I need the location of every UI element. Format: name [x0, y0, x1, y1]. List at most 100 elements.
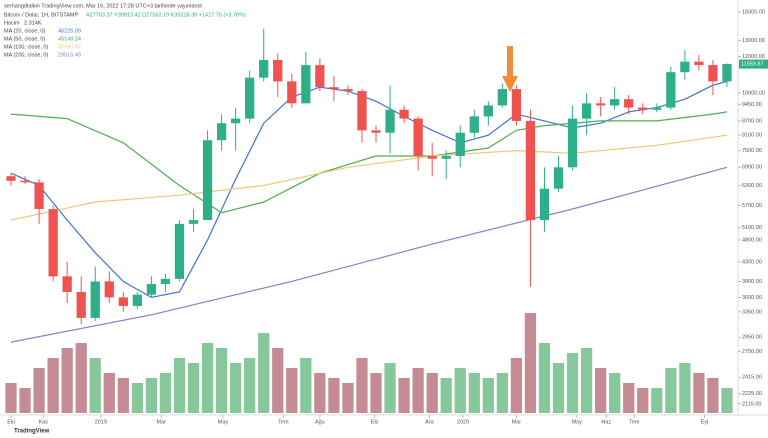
- candle-body: [48, 209, 58, 277]
- volume-bar: [173, 358, 186, 413]
- volume-bar: [61, 348, 73, 413]
- x-tick-label: Eki: [7, 419, 15, 425]
- volume-bar: [398, 378, 410, 413]
- volume-bar: [19, 388, 31, 413]
- candle-body: [624, 99, 634, 108]
- legend-value: 46225.09: [58, 28, 81, 34]
- volume-bar: [707, 378, 719, 413]
- volume-bar: [145, 378, 158, 413]
- volume-bar: [609, 373, 621, 413]
- candle-body: [231, 118, 241, 124]
- candle-body: [596, 103, 606, 106]
- volume-bar: [665, 368, 677, 413]
- volume-bar: [356, 358, 368, 413]
- y-tick-label: 13000.00: [742, 38, 765, 44]
- y-tick-label: 6300.00: [742, 183, 762, 189]
- x-tick-label: Ağu: [315, 419, 325, 425]
- volume-bar: [328, 378, 340, 413]
- volume-bars: [5, 313, 733, 413]
- candle-body: [34, 182, 44, 210]
- y-tick-label: 5100.00: [742, 225, 762, 231]
- volume-bar: [244, 358, 256, 413]
- legend-label: MA (200, close, 0): [4, 52, 48, 58]
- candle-body: [680, 61, 690, 73]
- candle-body: [455, 132, 465, 157]
- x-tick-label: Kas: [39, 419, 49, 425]
- volume-bar: [510, 358, 523, 413]
- candle-body: [610, 99, 620, 106]
- candle-body: [160, 278, 171, 284]
- volume-bar: [552, 363, 565, 413]
- moving-average-line: [10, 166, 728, 343]
- candle-body: [638, 107, 648, 110]
- candle-body: [273, 59, 283, 82]
- candle-body: [469, 116, 479, 133]
- volume-bar: [103, 373, 115, 413]
- volume-bar: [524, 313, 537, 413]
- volume-bar: [580, 348, 593, 413]
- volume-bar: [131, 383, 143, 413]
- candle-body: [708, 65, 718, 82]
- x-tick-label: 2019: [95, 419, 107, 425]
- moving-average-line: [10, 134, 728, 221]
- volume-bar: [370, 373, 382, 413]
- volume-bar: [426, 373, 438, 413]
- volume-bar: [412, 368, 424, 413]
- y-tick-label: 2415.00: [742, 375, 762, 381]
- volume-bar: [623, 383, 635, 413]
- volume-bar: [117, 378, 129, 413]
- volume-bar: [384, 363, 396, 413]
- y-tick-label: 8100.00: [742, 133, 762, 139]
- x-tick-label: May: [572, 419, 583, 425]
- x-tick-label: Mar: [512, 419, 522, 425]
- last-price-tag: [739, 59, 768, 69]
- volume-bar: [538, 343, 551, 413]
- candle-body: [6, 176, 16, 181]
- x-tick-label: Mar: [156, 419, 166, 425]
- candle-body: [357, 91, 367, 131]
- x-tick-label: 2020: [457, 419, 469, 425]
- volume-bar: [566, 353, 579, 413]
- volume-text: 2.314K: [24, 20, 42, 26]
- candle-body: [301, 65, 311, 104]
- volume-bar: [482, 378, 494, 413]
- y-tick-label: 4300.00: [742, 259, 762, 265]
- volume-bar: [454, 368, 466, 413]
- legend-value: 45148.24: [58, 36, 81, 42]
- candle-body: [315, 65, 325, 88]
- y-tick-label: 10000.00: [742, 91, 765, 97]
- volume-bar: [595, 368, 607, 413]
- candle-body: [539, 188, 550, 221]
- candle-body: [104, 281, 114, 298]
- candle-body: [20, 180, 30, 183]
- y-tick-label: 2225.00: [742, 391, 762, 397]
- x-tick-label: Tem: [278, 419, 289, 425]
- candle-body: [413, 118, 423, 157]
- legend-label: MA (100, close, 0): [4, 44, 48, 50]
- y-tick-label: 2950.00: [742, 335, 762, 341]
- candle-body: [287, 81, 297, 104]
- volume-bar: [342, 383, 354, 413]
- y-tick-label: 2750.00: [742, 349, 762, 355]
- legend-value: 29515.49: [58, 52, 81, 58]
- volume-bar: [637, 388, 649, 413]
- moving-average-line: [10, 80, 728, 299]
- volume-bar: [75, 343, 87, 413]
- candle-body: [132, 294, 142, 306]
- volume-bar: [496, 373, 508, 413]
- x-tick-label: Eyl: [701, 419, 709, 425]
- volume-bar: [721, 388, 733, 413]
- volume-bar: [468, 373, 480, 413]
- x-tick-label: Tem: [629, 419, 640, 425]
- candle-body: [385, 109, 395, 133]
- volume-bar: [230, 363, 242, 413]
- candle-body: [329, 87, 339, 90]
- volume-bar: [693, 373, 705, 413]
- brand: TradingView: [14, 429, 50, 435]
- candle-body: [371, 130, 381, 133]
- y-tick-label: 7500.00: [742, 148, 762, 154]
- volume-bar: [300, 358, 312, 413]
- volume-bar: [258, 333, 270, 413]
- volume-bar: [272, 348, 284, 413]
